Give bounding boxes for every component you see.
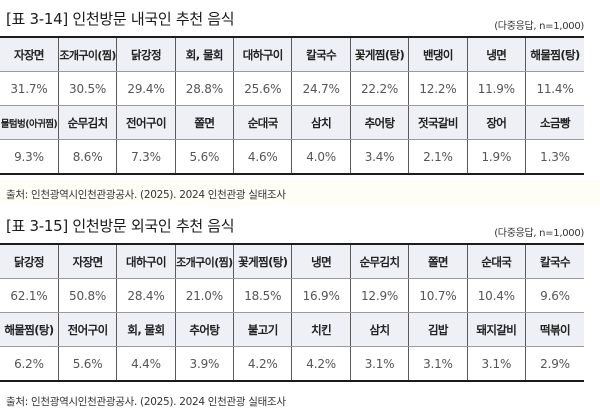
percentage-cell: 11.4% — [525, 71, 584, 106]
food-name-cell: 장어 — [466, 105, 526, 140]
food-name-cell: 쫄면 — [174, 105, 234, 140]
food-name-cell: 치킨 — [291, 312, 351, 347]
food-name-cell: 쫄면 — [408, 244, 468, 279]
foreign-food-table: 닭강정 자장면 대하구이 조개구이(찜) 꽃게찜(탕) 냉면 순무김치 쫄면 순대국 칼국수 62.… — [0, 243, 584, 382]
food-name-cell: 젓국갈비 — [408, 105, 468, 140]
table-title: [표 3-15] 인천방문 외국인 추천 음식 — [6, 217, 235, 235]
food-name-cell: 대하구이 — [233, 37, 292, 72]
food-name-cell: 삼치 — [349, 312, 409, 347]
percentage-cell: 28.4% — [116, 278, 176, 313]
food-name-cell: 순무김치 — [57, 105, 117, 140]
percentage-cell: 18.5% — [233, 278, 292, 313]
percentage-cell: 31.7% — [0, 71, 59, 106]
table-header-row: 물텀벙(아귀찜) 순무김치 전어구이 쫄면 순대국 삼치 추어탕 젓국갈비 장어 소금빵 — [0, 105, 584, 140]
food-name-cell: 삼치 — [291, 105, 351, 140]
percentage-cell: 7.3% — [116, 139, 176, 174]
percentage-cell: 25.6% — [233, 71, 292, 106]
percentage-cell: 4.2% — [291, 346, 351, 381]
food-name-cell: 조개구이(찜) — [57, 37, 117, 72]
percentage-cell: 5.6% — [57, 346, 117, 381]
food-name-cell: 회, 물회 — [116, 312, 176, 347]
domestic-food-table: 자장면 조개구이(찜) 닭강정 회, 물회 대하구이 칼국수 꽃게찜(탕) 밴댕이 냉면 해물찜(… — [0, 36, 584, 175]
food-name-cell: 닭강정 — [0, 244, 59, 279]
food-name-cell: 냉면 — [291, 244, 351, 279]
source-citation: 출처: 인천광역시인천관광공사. (2025). 2024 인천관광 실태조사 — [6, 396, 286, 408]
food-name-cell: 조개구이(찜) — [174, 244, 234, 279]
percentage-cell: 9.3% — [0, 139, 59, 174]
food-name-cell: 꽃게찜(탕) — [233, 244, 292, 279]
percentage-cell: 3.1% — [349, 346, 409, 381]
table-header-row: 자장면 조개구이(찜) 닭강정 회, 물회 대하구이 칼국수 꽃게찜(탕) 밴댕이 냉면 해물찜(… — [0, 37, 584, 72]
food-name-cell: 회, 물회 — [174, 37, 234, 72]
food-name-cell: 추어탕 — [174, 312, 234, 347]
percentage-cell: 24.7% — [291, 71, 351, 106]
food-name-cell: 칼국수 — [291, 37, 351, 72]
percentage-cell: 8.6% — [57, 139, 117, 174]
percentage-cell: 16.9% — [291, 278, 351, 313]
percentage-cell: 5.6% — [174, 139, 234, 174]
percentage-cell: 2.1% — [408, 139, 468, 174]
table-value-row: 62.1% 50.8% 28.4% 21.0% 18.5% 16.9% 12.9% 10.7%… — [0, 278, 584, 313]
food-name-cell: 순무김치 — [349, 244, 409, 279]
percentage-cell: 10.4% — [466, 278, 526, 313]
percentage-cell: 6.2% — [0, 346, 59, 381]
table-value-row: 9.3% 8.6% 7.3% 5.6% 4.6% 4.0% 3.4% 2.1% 1.9% 1.3% — [0, 139, 584, 174]
food-name-cell: 냉면 — [466, 37, 526, 72]
food-name-cell: 자장면 — [0, 37, 59, 72]
food-name-cell: 김밥 — [408, 312, 468, 347]
background-band — [0, 180, 600, 205]
table-header-row: 닭강정 자장면 대하구이 조개구이(찜) 꽃게찜(탕) 냉면 순무김치 쫄면 순대국 칼국수 — [0, 244, 584, 279]
food-name-cell: 돼지갈비 — [466, 312, 526, 347]
table-note: (다중응답, n=1,000) — [494, 21, 584, 32]
table-value-row: 31.7% 30.5% 29.4% 28.8% 25.6% 24.7% 22.2% 12.2%… — [0, 71, 584, 106]
percentage-cell: 12.9% — [349, 278, 409, 313]
food-name-cell: 순대국 — [466, 244, 526, 279]
food-name-cell: 해물찜(탕) — [525, 37, 584, 72]
percentage-cell: 3.4% — [349, 139, 409, 174]
percentage-cell: 2.9% — [525, 346, 584, 381]
percentage-cell: 4.0% — [291, 139, 351, 174]
table-title: [표 3-14] 인천방문 내국인 추천 음식 — [6, 10, 235, 28]
table-header-row: 해물찜(탕) 전어구이 회, 물회 추어탕 불고기 치킨 삼치 김밥 돼지갈비 떡볶이 — [0, 312, 584, 347]
food-name-cell: 전어구이 — [116, 105, 176, 140]
percentage-cell: 12.2% — [408, 71, 468, 106]
food-name-cell: 불고기 — [233, 312, 292, 347]
food-name-cell: 물텀벙(아귀찜) — [0, 105, 59, 140]
food-name-cell: 밴댕이 — [408, 37, 468, 72]
food-name-cell: 칼국수 — [525, 244, 584, 279]
percentage-cell: 1.9% — [466, 139, 526, 174]
food-name-cell: 전어구이 — [57, 312, 117, 347]
percentage-cell: 3.1% — [466, 346, 526, 381]
food-name-cell: 자장면 — [57, 244, 117, 279]
percentage-cell: 22.2% — [349, 71, 409, 106]
food-name-cell: 떡볶이 — [525, 312, 584, 347]
percentage-cell: 21.0% — [174, 278, 234, 313]
food-name-cell: 꽃게찜(탕) — [349, 37, 409, 72]
percentage-cell: 29.4% — [116, 71, 176, 106]
percentage-cell: 4.2% — [233, 346, 292, 381]
percentage-cell: 9.6% — [525, 278, 584, 313]
table-value-row: 6.2% 5.6% 4.4% 3.9% 4.2% 4.2% 3.1% 3.1% 3.1% 2.9% — [0, 346, 584, 381]
percentage-cell: 10.7% — [408, 278, 468, 313]
percentage-cell: 30.5% — [57, 71, 117, 106]
food-name-cell: 닭강정 — [116, 37, 176, 72]
percentage-cell: 62.1% — [0, 278, 59, 313]
percentage-cell: 3.9% — [174, 346, 234, 381]
food-name-cell: 대하구이 — [116, 244, 176, 279]
percentage-cell: 3.1% — [408, 346, 468, 381]
food-name-cell: 소금빵 — [525, 105, 584, 140]
food-name-cell: 추어탕 — [349, 105, 409, 140]
food-name-cell: 순대국 — [233, 105, 292, 140]
percentage-cell: 11.9% — [466, 71, 526, 106]
percentage-cell: 1.3% — [525, 139, 584, 174]
food-name-cell: 해물찜(탕) — [0, 312, 59, 347]
percentage-cell: 28.8% — [174, 71, 234, 106]
source-citation: 출처: 인천광역시인천관광공사. (2025). 2024 인천관광 실태조사 — [6, 189, 286, 201]
table-note: (다중응답, n=1,000) — [494, 228, 584, 239]
percentage-cell: 4.4% — [116, 346, 176, 381]
percentage-cell: 50.8% — [57, 278, 117, 313]
percentage-cell: 4.6% — [233, 139, 292, 174]
